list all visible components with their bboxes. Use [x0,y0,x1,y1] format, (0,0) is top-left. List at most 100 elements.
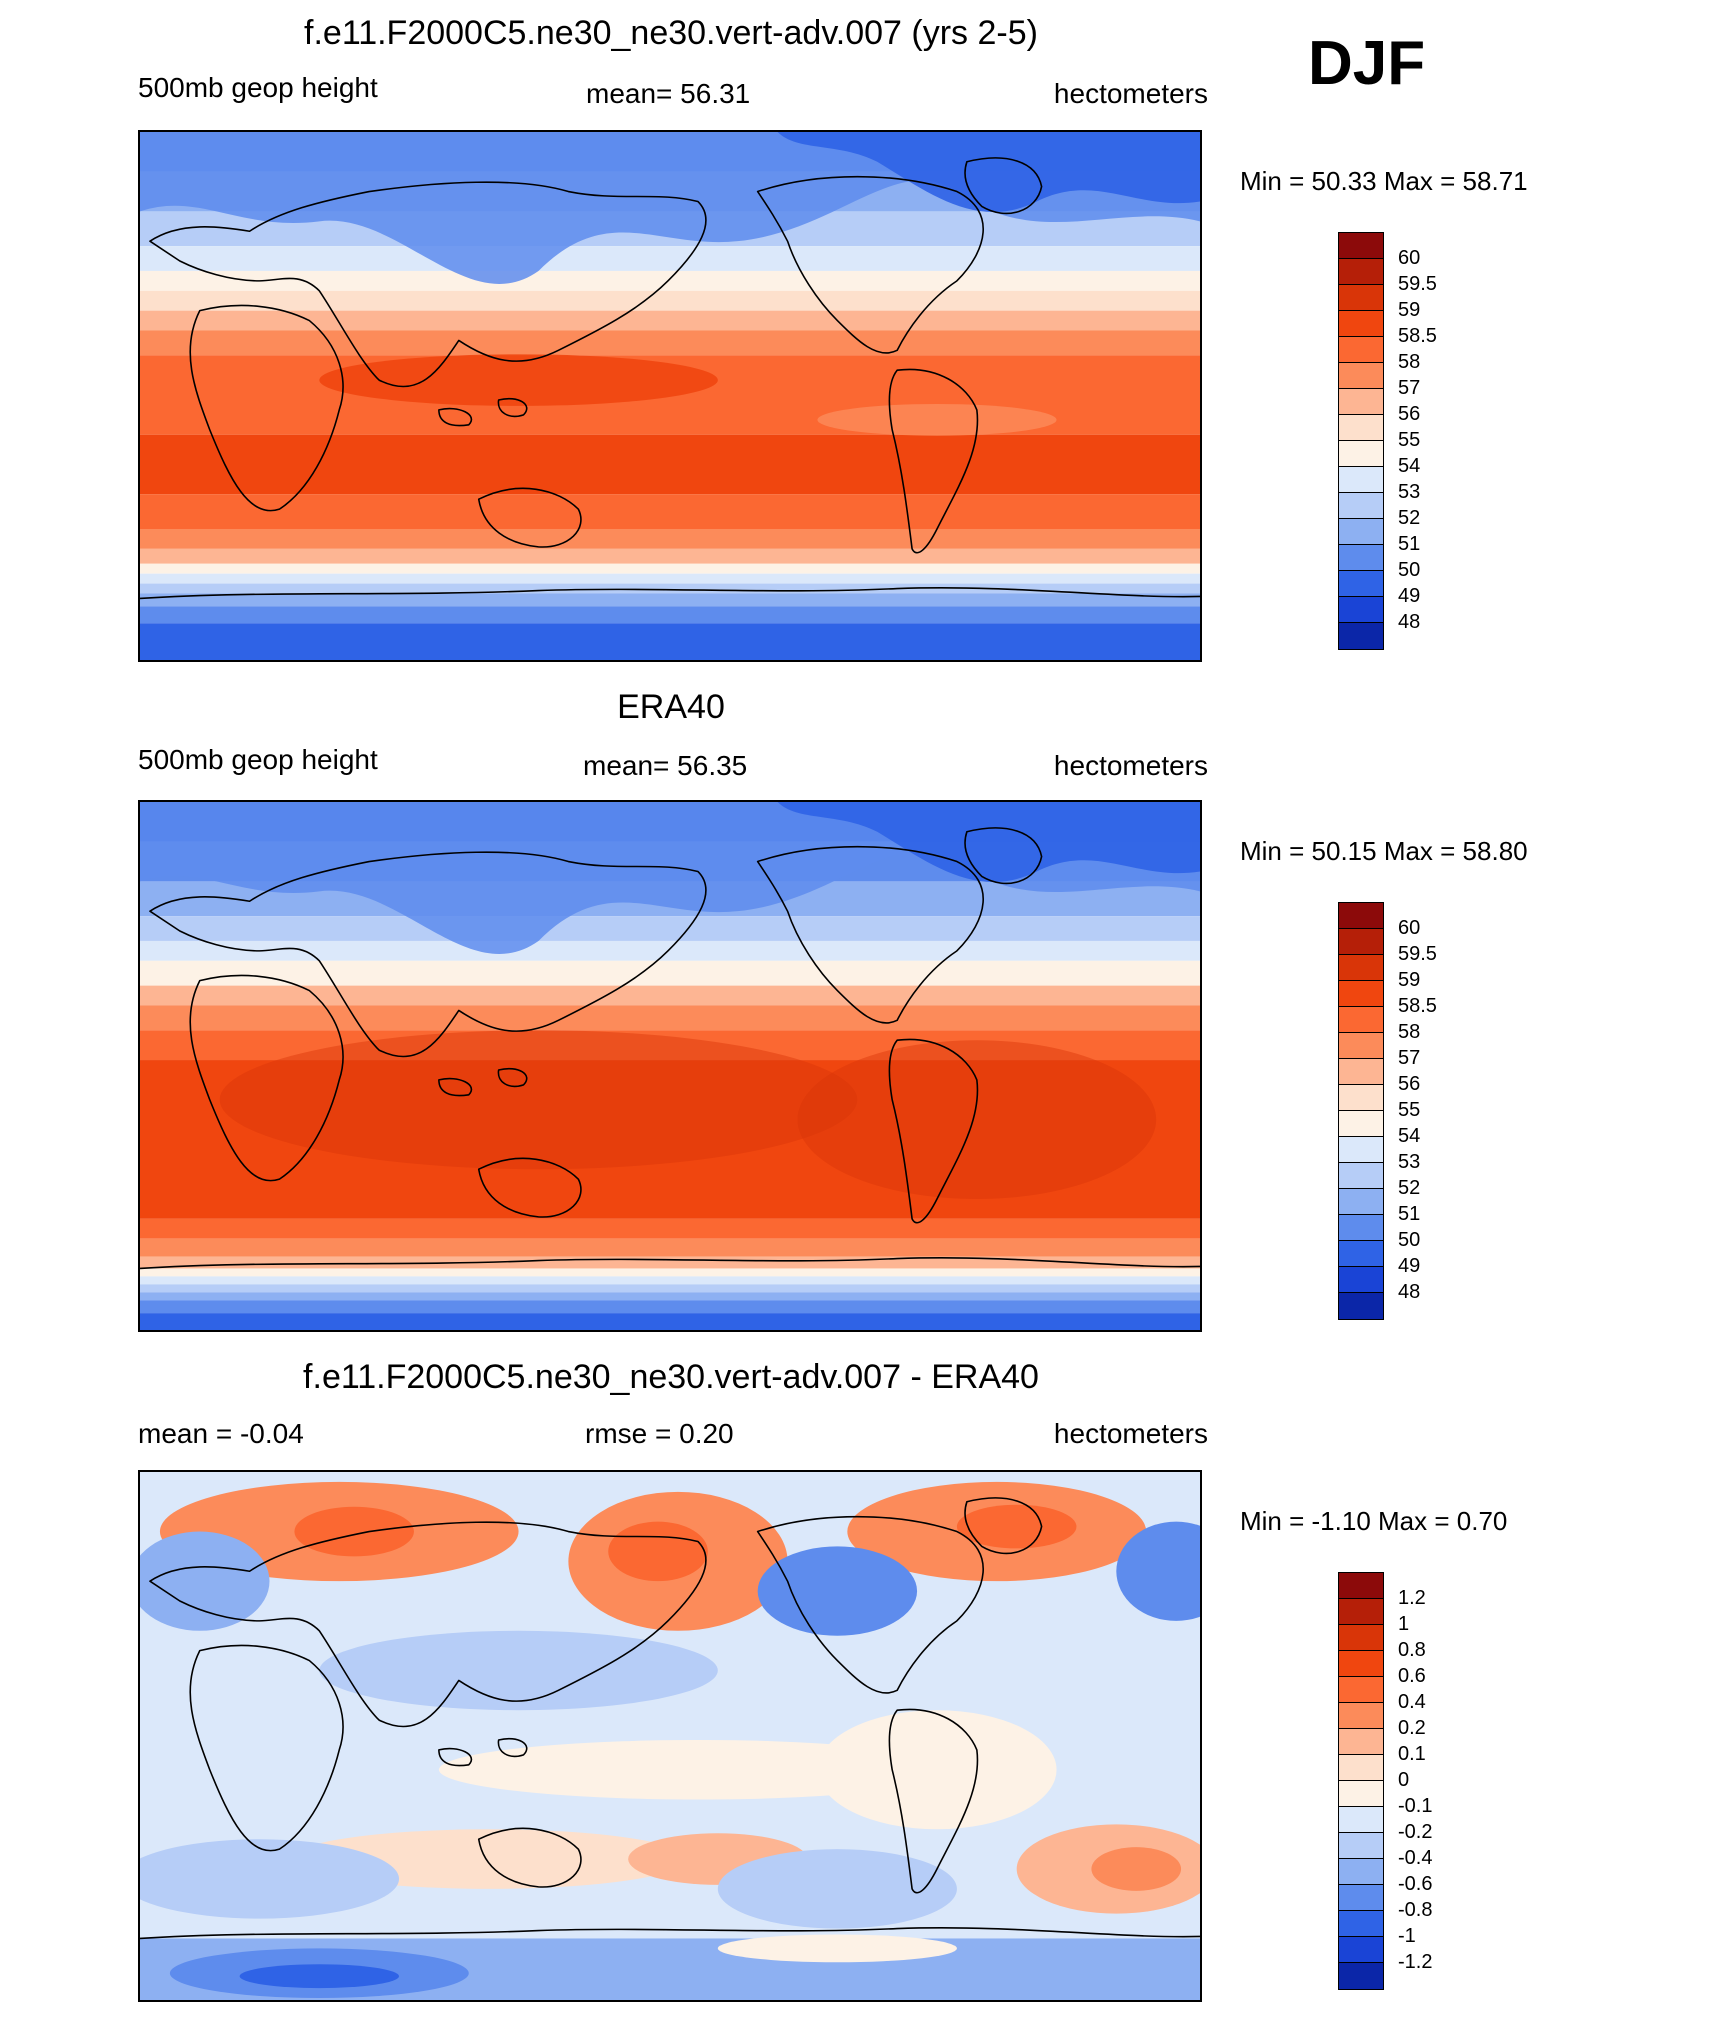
colorbar-label: 60 [1398,917,1421,939]
colorbar-label: 1 [1398,1613,1410,1635]
colorbar-label: 0.6 [1398,1665,1426,1687]
colorbar-label: 59.5 [1398,273,1437,295]
panel-1-left-label: 500mb geop height [138,72,378,103]
colorbar-label: 48 [1398,611,1421,633]
panel-3-mean: mean = -0.04 [138,1418,304,1449]
panel-1-mean: mean= 56.31 [586,78,751,109]
colorbar-label: 0.4 [1398,1691,1426,1713]
colorbar-swatch [1339,1137,1383,1163]
colorbar-label: 57 [1398,377,1421,399]
colorbar-swatch [1339,337,1383,363]
colorbar-label: 50 [1398,559,1421,581]
panel-3-colorbar [1338,1572,1384,1990]
colorbar-swatch [1339,1059,1383,1085]
colorbar-swatch [1339,441,1383,467]
colorbar-swatch [1339,1293,1383,1319]
colorbar-swatch [1339,285,1383,311]
panel-3-rmse: rmse = 0.20 [585,1418,734,1449]
colorbar-swatch [1339,1007,1383,1033]
colorbar-swatch [1339,1625,1383,1651]
panel-1-map [138,130,1202,662]
colorbar-swatch [1339,1755,1383,1781]
colorbar-label: 59 [1398,969,1421,991]
colorbar-label: 54 [1398,1125,1421,1147]
colorbar-swatch [1339,1807,1383,1833]
colorbar-label: 58.5 [1398,995,1437,1017]
colorbar-swatch [1339,467,1383,493]
colorbar-swatch [1339,1111,1383,1137]
colorbar-label: 49 [1398,1255,1421,1277]
colorbar-swatch [1339,493,1383,519]
colorbar-swatch [1339,571,1383,597]
colorbar-swatch [1339,1241,1383,1267]
colorbar-label: 51 [1398,533,1421,555]
panel-2-minmax: Min = 50.15 Max = 58.80 [1240,836,1528,866]
colorbar-label: -0.8 [1398,1899,1433,1921]
colorbar-label: 50 [1398,1229,1421,1251]
colorbar-swatch [1339,1833,1383,1859]
colorbar-label: 0 [1398,1769,1410,1791]
colorbar-label: 56 [1398,403,1421,425]
map-contour-field [140,1472,1200,2000]
colorbar-swatch [1339,623,1383,649]
colorbar-swatch [1339,1781,1383,1807]
panel-3-map [138,1470,1202,2002]
colorbar-label: 52 [1398,507,1421,529]
colorbar-label: -0.6 [1398,1873,1433,1895]
season-label: DJF [1308,29,1426,98]
colorbar-label: 49 [1398,585,1421,607]
colorbar-label: 0.2 [1398,1717,1426,1739]
panel-2-left-label: 500mb geop height [138,744,378,775]
colorbar-label: 59.5 [1398,943,1437,965]
colorbar-swatch [1339,311,1383,337]
colorbar-label: 54 [1398,455,1421,477]
colorbar-label: 55 [1398,1099,1421,1121]
panel-2-map [138,800,1202,1332]
colorbar-swatch [1339,1033,1383,1059]
panel-3-title: f.e11.F2000C5.ne30_ne30.vert-adv.007 - E… [303,1358,1039,1396]
colorbar-swatch [1339,955,1383,981]
colorbar-swatch [1339,1189,1383,1215]
colorbar-swatch [1339,1859,1383,1885]
colorbar-label: 51 [1398,1203,1421,1225]
colorbar-label: -0.2 [1398,1821,1433,1843]
colorbar-swatch [1339,519,1383,545]
colorbar-label: 55 [1398,429,1421,451]
colorbar-swatch [1339,389,1383,415]
colorbar-label: -1.2 [1398,1951,1433,1973]
map-contour-field [140,802,1200,1330]
colorbar-label: 53 [1398,1151,1421,1173]
colorbar-swatch [1339,1085,1383,1111]
colorbar-swatch [1339,929,1383,955]
colorbar-label: 56 [1398,1073,1421,1095]
colorbar-label: 48 [1398,1281,1421,1303]
colorbar-label: 53 [1398,481,1421,503]
panel-2-colorbar [1338,902,1384,1320]
colorbar-swatch [1339,1703,1383,1729]
colorbar-swatch [1339,1677,1383,1703]
panel-2-title: ERA40 [617,688,725,726]
colorbar-label: 58 [1398,1021,1421,1043]
colorbar-label: 57 [1398,1047,1421,1069]
panel-1-units: hectometers [1053,78,1208,109]
colorbar-label: 58.5 [1398,325,1437,347]
colorbar-label: 0.8 [1398,1639,1426,1661]
colorbar-label: 58 [1398,351,1421,373]
panel-1-minmax: Min = 50.33 Max = 58.71 [1240,166,1528,196]
colorbar-label: -0.4 [1398,1847,1433,1869]
panel-3-minmax: Min = -1.10 Max = 0.70 [1240,1506,1508,1536]
panel-1-title: f.e11.F2000C5.ne30_ne30.vert-adv.007 (yr… [304,14,1038,52]
colorbar-swatch [1339,1937,1383,1963]
colorbar-label: 0.1 [1398,1743,1426,1765]
colorbar-label: 59 [1398,299,1421,321]
panel-2-units: hectometers [1053,750,1208,781]
colorbar-swatch [1339,1163,1383,1189]
colorbar-swatch [1339,903,1383,929]
colorbar-swatch [1339,259,1383,285]
colorbar-swatch [1339,1963,1383,1989]
colorbar-swatch [1339,1885,1383,1911]
colorbar-swatch [1339,1729,1383,1755]
colorbar-swatch [1339,1911,1383,1937]
colorbar-swatch [1339,233,1383,259]
colorbar-swatch [1339,363,1383,389]
